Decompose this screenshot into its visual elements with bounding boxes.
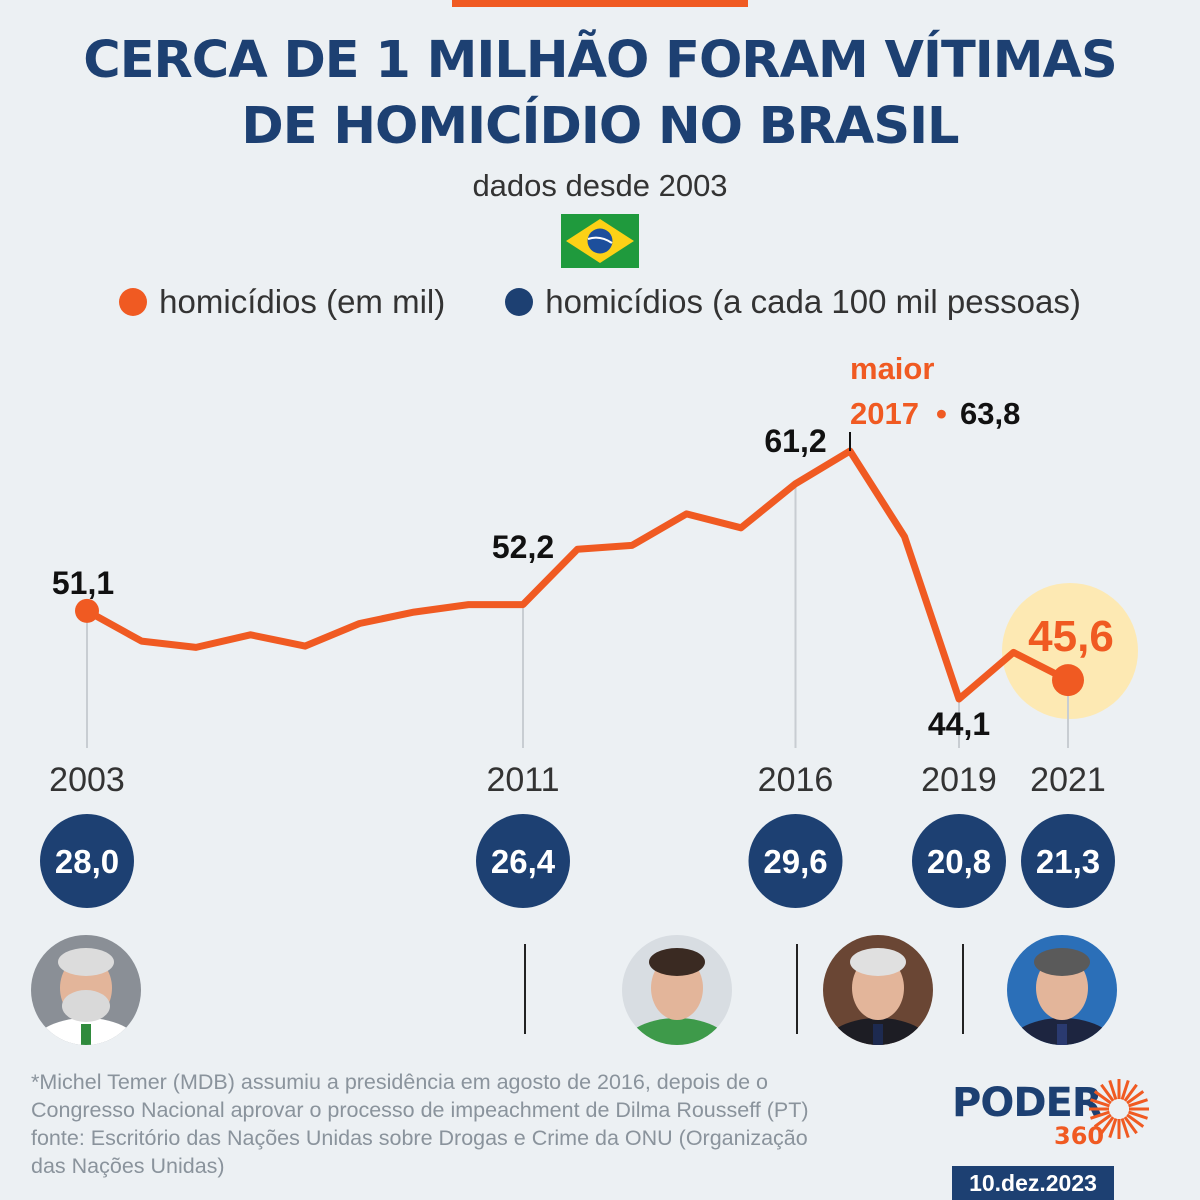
sun-ray xyxy=(1108,1118,1118,1138)
rate-circle-2011 xyxy=(476,814,570,908)
point-label-2003: 51,1 xyxy=(52,565,114,601)
rate-label-2016: 29,6 xyxy=(763,843,827,880)
footnote-line-2: Congresso Nacional aprovar o processo de… xyxy=(31,1098,809,1122)
legend-orange-dot xyxy=(119,288,148,316)
x-tick-2016: 2016 xyxy=(758,761,834,799)
sun-ray xyxy=(1100,1116,1115,1135)
highlight-circle xyxy=(1002,583,1138,719)
sun-logo-icon xyxy=(1089,1079,1149,1139)
footnote: *Michel Temer (MDB) assumiu a presidênci… xyxy=(31,1068,911,1180)
point-label-2019: 44,1 xyxy=(928,706,990,742)
poder360-logo: PODER 360 xyxy=(952,1079,1149,1150)
x-tick-2003: 2003 xyxy=(49,761,125,799)
series-line xyxy=(83,447,1072,703)
sun-ray xyxy=(1128,1098,1148,1108)
legend-item-rate: homicídios (a cada 100 mil pessoas) xyxy=(505,283,1081,321)
sun-ray xyxy=(1093,1090,1112,1105)
top-accent-bar xyxy=(452,0,748,7)
peak-separator: • xyxy=(936,396,947,431)
president-portrait-dilma xyxy=(622,935,732,1045)
rate-circle-2021 xyxy=(1021,814,1115,908)
point-label-2011: 52,2 xyxy=(492,529,554,565)
point-label-2021: 45,6 xyxy=(1028,612,1114,661)
sun-ray xyxy=(1126,1113,1145,1128)
peak-word: maior xyxy=(850,351,934,386)
sun-ray xyxy=(1090,1110,1110,1120)
sun-ray xyxy=(1090,1098,1110,1108)
footnote-line-1: *Michel Temer (MDB) assumiu a presidênci… xyxy=(31,1070,768,1094)
legend-blue-dot xyxy=(505,288,534,316)
rate-circle-2019 xyxy=(912,814,1006,908)
sun-ray xyxy=(1123,1083,1138,1102)
sun-ray xyxy=(1126,1090,1145,1105)
president-portrait-temer xyxy=(823,935,933,1045)
peak-year: 2017 xyxy=(850,396,919,431)
logo-text: PODER xyxy=(952,1080,1103,1126)
point-label-2016: 61,2 xyxy=(764,423,826,459)
rate-label-2021: 21,3 xyxy=(1036,843,1100,880)
footnote-line-3: fonte: Escritório das Nações Unidas sobr… xyxy=(31,1126,808,1150)
president-portrait-bolsonaro xyxy=(1007,935,1117,1045)
rate-circle-2003 xyxy=(40,814,134,908)
line-chart: 51,1 52,2 61,2 44,1 45,6 maior 2017 • 63,8 2003 20… xyxy=(31,351,1138,1045)
point-marker-2021 xyxy=(1052,664,1084,697)
brazil-flag-icon xyxy=(561,214,639,268)
x-tick-2011: 2011 xyxy=(486,761,559,799)
legend-label-total: homicídios (em mil) xyxy=(159,283,446,320)
rate-label-2011: 26,4 xyxy=(491,843,556,880)
legend-label-rate: homicídios (a cada 100 mil pessoas) xyxy=(545,283,1081,320)
chart-legend: homicídios (em mil) homicídios (a cada 1… xyxy=(0,280,1200,324)
page-subtitle: dados desde 2003 xyxy=(472,168,728,203)
sun-ray xyxy=(1100,1083,1115,1102)
x-tick-2019: 2019 xyxy=(921,761,997,799)
title-line-1: CERCA DE 1 MILHÃO FORAM VÍTIMAS xyxy=(83,31,1117,90)
sun-ray xyxy=(1123,1116,1138,1135)
sun-ray xyxy=(1120,1118,1130,1138)
publication-date: 10.dez.2023 xyxy=(952,1166,1114,1200)
x-tick-2021: 2021 xyxy=(1030,761,1106,799)
rate-circle-2016 xyxy=(748,814,843,908)
sun-ray xyxy=(1108,1080,1118,1100)
sun-ray xyxy=(1093,1113,1112,1128)
page-title: CERCA DE 1 MILHÃO FORAM VÍTIMAS DE HOMIC… xyxy=(0,28,1200,160)
sun-ray xyxy=(1128,1110,1148,1120)
point-marker-2003 xyxy=(75,598,99,623)
peak-value: 63,8 xyxy=(960,396,1020,431)
rate-label-2003: 28,0 xyxy=(55,843,119,880)
title-line-2: DE HOMICÍDIO NO BRASIL xyxy=(241,97,959,156)
president-portrait-lula xyxy=(31,935,141,1045)
legend-item-total: homicídios (em mil) xyxy=(119,283,445,321)
rate-label-2019: 20,8 xyxy=(927,843,991,880)
sun-ray xyxy=(1120,1080,1130,1100)
footnote-line-4: das Nações Unidas) xyxy=(31,1154,225,1178)
